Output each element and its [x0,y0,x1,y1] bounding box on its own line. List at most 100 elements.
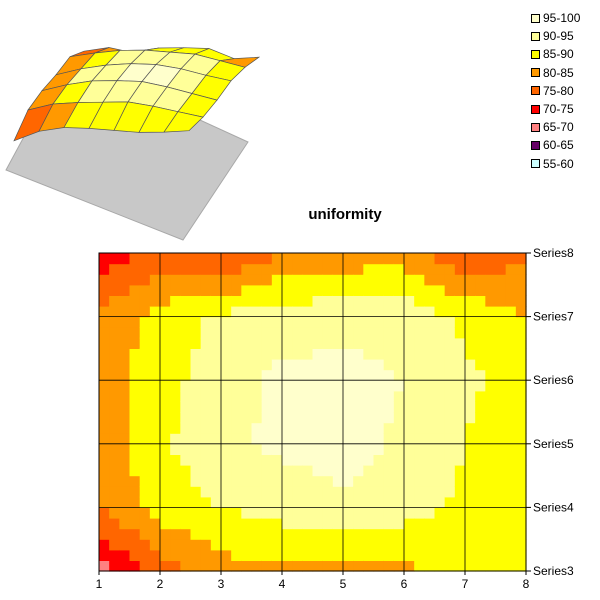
contour-cell [149,295,161,307]
contour-cell [190,475,202,487]
contour-cell [485,380,497,392]
contour-cell [139,486,151,498]
contour-cell [271,443,283,455]
contour-cell [160,465,171,477]
contour-cell [261,369,273,381]
contour-cell [363,422,375,434]
contour-cell [475,253,486,265]
contour-cell [383,380,395,392]
contour-cell [515,422,527,434]
contour-cell [261,401,273,413]
contour-cell [373,337,385,349]
contour-cell [221,454,232,466]
contour-cell [119,486,131,498]
contour-cell [170,369,181,381]
contour-cell [261,507,273,519]
contour-cell [495,327,507,339]
contour-cell [485,496,497,508]
contour-cell [109,390,120,402]
contour-cell [465,454,476,466]
contour-cell [210,253,222,265]
contour-cell [251,327,263,339]
contour-cell [414,433,425,445]
contour-cell [444,369,456,381]
contour-cell [475,507,486,519]
contour-cell [170,253,181,265]
contour-cell [251,348,263,360]
contour-cell [261,539,273,551]
contour-cell [424,486,436,498]
contour-cell [505,475,517,487]
contour-cell [129,369,141,381]
contour-cell [241,433,253,445]
contour-cell [424,507,436,519]
contour-cell [353,327,364,339]
contour-cell [129,316,141,328]
contour-cell [495,369,507,381]
contour-cell [393,465,405,477]
contour-cell [180,284,192,296]
contour-cell [515,348,527,360]
contour-cell [322,274,334,286]
contour-cell [129,359,141,371]
contour-cell [282,560,293,572]
contour-cell [312,274,324,286]
contour-cell [485,560,497,572]
contour-cell [515,295,527,307]
contour-cell [495,454,507,466]
contour-cell [505,348,517,360]
contour-cell [475,306,486,318]
contour-cell [495,390,507,402]
contour-cell [495,539,507,551]
contour-cell [282,316,293,328]
contour-cell [495,433,507,445]
contour-cell [170,475,181,487]
contour-cell [119,539,131,551]
contour-cell [180,337,192,349]
contour-cell [373,263,385,275]
contour-cell [129,549,141,561]
contour-cell [312,359,324,371]
contour-cell [343,528,354,540]
contour-cell [292,422,303,434]
contour-cell [129,306,141,318]
contour-cell [241,348,253,360]
contour-cell [393,549,405,561]
contour-cell [282,412,293,424]
contour-cell [505,507,517,519]
contour-cell [292,454,303,466]
contour-cell [454,390,466,402]
contour-cell [495,348,507,360]
legend-swatch [531,49,540,59]
contour-cell [475,539,486,551]
contour-cell [414,263,425,275]
contour-cell [353,306,364,318]
contour-cell [302,539,314,551]
contour-cell [332,380,344,392]
contour-cell [109,422,120,434]
contour-cell [271,316,283,328]
contour-cell [190,306,202,318]
contour-cell [322,369,334,381]
contour-cell [414,306,425,318]
contour-cell [322,401,334,413]
contour-cell [383,496,395,508]
contour-cell [282,454,293,466]
contour-cell [282,518,293,530]
contour-cell [139,306,151,318]
contour-cell [231,412,242,424]
contour-cell [261,380,273,392]
contour-cell [322,337,334,349]
contour-cell [99,253,110,265]
contour-cell [149,253,161,265]
contour-cell [99,401,110,413]
contour-cell [241,359,253,371]
contour-cell [231,475,242,487]
contour-cell [383,306,395,318]
contour-cell [465,549,476,561]
contour-cell [475,560,486,572]
contour-cell [210,337,222,349]
contour-cell [149,412,161,424]
contour-cell [383,507,395,519]
